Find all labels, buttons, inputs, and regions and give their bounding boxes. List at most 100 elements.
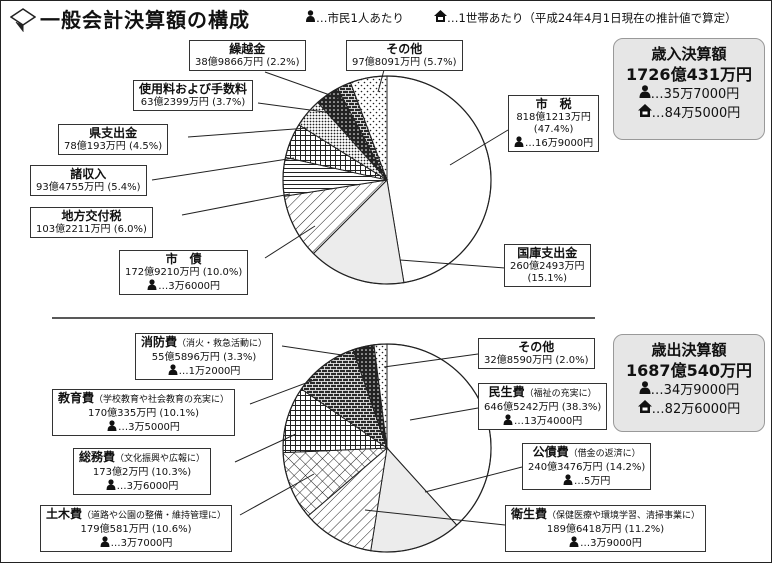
label-amount: 93億4755万円 (5.4%): [36, 182, 141, 193]
label-shoshunyu: 諸収入 93億4755万円 (5.4%): [30, 165, 147, 196]
label-name: 県支出金: [89, 126, 138, 140]
label-subtitle: （消火・救急活動に）: [177, 339, 268, 349]
per-household-value: …84万5000円: [651, 106, 741, 121]
label-kyoiku: 教育費（学校教育や社会教育の充実に） 170億335万円 (10.1%) …3万…: [52, 389, 236, 436]
label-per-person: …3万9000円: [511, 536, 700, 550]
expenditure-summary: 歳出決算額 1687億540万円 …34万9000円 …82万6000円: [613, 334, 765, 432]
pie-slice: [386, 75, 492, 284]
label-amount: 63億2399万円 (3.7%): [140, 97, 246, 108]
label-name: 公債費（借金の返済に）: [528, 445, 645, 462]
label-name: 国庫支出金: [517, 246, 578, 260]
house-icon: [434, 10, 447, 22]
label-per-person: …3万5000円: [58, 420, 229, 434]
per-person-note-text: …市民1人あたり: [316, 11, 404, 25]
expenditure-summary-per-person: …34万9000円: [614, 381, 764, 400]
per-household-note: …1世帯あたり（平成24年4月1日現在の推計値で算定）: [434, 10, 737, 26]
label-amount: 32億8590万円 (2.0%): [484, 355, 589, 366]
label-shisai: 市 債 172億9210万円 (10.0%) …3万6000円: [119, 250, 249, 295]
label-amount: 179億581万円 (10.6%): [80, 524, 192, 535]
label-name: 地方交付税: [61, 209, 122, 223]
revenue-summary-title: 歳入決算額: [651, 45, 727, 63]
label-kokko: 国庫支出金 260億2493万円 (15.1%): [504, 244, 591, 287]
label-amount: 97億8091万円 (5.7%): [352, 57, 457, 68]
label-subtitle: （福祉の充実に）: [524, 389, 597, 399]
label-name: 教育費（学校教育や社会教育の充実に）: [58, 391, 229, 408]
leader-lines: [151, 69, 523, 526]
per-person-value: …16万9000円: [525, 138, 594, 149]
expenditure-summary-per-household: …82万6000円: [614, 400, 764, 419]
label-amount: 38億9866万円 (2.2%): [195, 57, 300, 68]
label-per-person: …16万9000円: [514, 136, 593, 150]
label-name-text: 公債費: [532, 445, 569, 459]
person-icon: [168, 364, 178, 375]
house-icon: [637, 104, 652, 117]
per-person-value: …3万6000円: [116, 481, 179, 492]
label-name: 繰越金: [229, 42, 266, 56]
per-person-value: …5万円: [573, 476, 611, 487]
label-percent: (47.4%): [533, 124, 574, 135]
per-person-value: …3万7000円: [110, 538, 173, 549]
label-chihokofu: 地方交付税 103億2211万円 (6.0%): [30, 207, 153, 238]
label-amount: 646億5242万円 (38.3%): [484, 402, 602, 413]
person-icon: [106, 479, 116, 490]
label-amount: 55億5896万円 (3.3%): [151, 352, 257, 363]
heading-diamond-icon: [10, 8, 36, 32]
label-subtitle: （学校教育や社会教育の充実に）: [94, 395, 230, 405]
revenue-pie: [282, 75, 492, 285]
label-amount: 170億335万円 (10.1%): [88, 408, 199, 419]
label-name: その他: [518, 340, 555, 354]
label-eisei: 衛生費（保健医療や環境学習、清掃事業に） 189億6418万円 (11.2%) …: [505, 505, 707, 552]
label-name: 総務費（文化振興や広報に）: [79, 450, 205, 467]
label-subtitle: （借金の返済に）: [568, 449, 641, 459]
person-icon: [514, 136, 524, 147]
house-icon: [637, 400, 652, 413]
person-icon: [563, 474, 573, 485]
per-person-value: …3万6000円: [158, 281, 221, 292]
label-name-text: 消防費: [141, 335, 178, 349]
per-person-note: …市民1人あたり: [305, 10, 404, 26]
label-shiyoryo: 使用料および手数料 63億2399万円 (3.7%): [133, 80, 254, 111]
label-name: その他: [386, 42, 423, 56]
per-person-value: …1万2000円: [178, 366, 241, 377]
label-name-text: 教育費: [58, 391, 95, 405]
person-icon: [147, 279, 157, 290]
label-name: 消防費（消火・救急活動に）: [141, 335, 267, 352]
person-icon: [639, 85, 651, 98]
per-person-value: …3万9000円: [580, 538, 642, 549]
label-name-text: 土木費: [46, 507, 83, 521]
revenue-summary-per-person: …35万7000円: [614, 85, 764, 104]
expenditure-summary-title: 歳出決算額: [651, 341, 727, 359]
label-name-text: 衛生費: [511, 507, 548, 521]
pie-outline: [282, 343, 492, 553]
per-person-value: …13万4000円: [514, 416, 583, 427]
per-person-value: …35万7000円: [650, 87, 740, 102]
per-person-value: …3万5000円: [118, 422, 180, 433]
label-amount: 173億2万円 (10.3%): [92, 467, 192, 478]
label-amount: 260億2493万円: [510, 261, 585, 272]
label-name: 市 税: [535, 97, 572, 111]
revenue-summary: 歳入決算額 1726億431万円 …35万7000円 …84万5000円: [613, 38, 765, 140]
label-subtitle: （保健医療や環境学習、清掃事業に）: [547, 511, 701, 521]
label-name-text: 総務費: [79, 450, 116, 464]
label-per-person: …1万2000円: [141, 364, 267, 378]
label-percent: (15.1%): [527, 273, 568, 284]
label-subtitle: （文化振興や広報に）: [115, 454, 206, 464]
person-icon: [306, 10, 315, 22]
revenue-summary-per-household: …84万5000円: [614, 104, 764, 123]
per-person-value: …34万9000円: [650, 383, 740, 398]
label-expenditure-sonota: その他 32億8590万円 (2.0%): [478, 338, 595, 369]
label-somu: 総務費（文化振興や広報に） 173億2万円 (10.3%) …3万6000円: [73, 448, 212, 495]
label-name: 民生費（福祉の充実に）: [484, 385, 601, 402]
label-doboku: 土木費（道路や公園の整備・維持管理に） 179億581万円 (10.6%) …3…: [40, 505, 233, 552]
label-name: 衛生費（保健医療や環境学習、清掃事業に）: [511, 507, 700, 524]
label-amount: 818億1213万円: [516, 112, 591, 123]
label-kenshishutsu: 県支出金 78億193万円 (4.5%): [58, 124, 169, 155]
expenditure-summary-total: 1687億540万円: [626, 361, 752, 380]
label-kurikoshi: 繰越金 38億9866万円 (2.2%): [189, 40, 306, 71]
label-shobo: 消防費（消火・救急活動に） 55億5896万円 (3.3%) …1万2000円: [135, 333, 274, 380]
label-shizei: 市 税 818億1213万円 (47.4%) …16万9000円: [508, 95, 600, 152]
person-icon: [503, 414, 513, 425]
person-icon: [100, 536, 110, 547]
label-per-person: …3万7000円: [46, 536, 226, 550]
revenue-summary-total: 1726億431万円: [626, 65, 752, 84]
